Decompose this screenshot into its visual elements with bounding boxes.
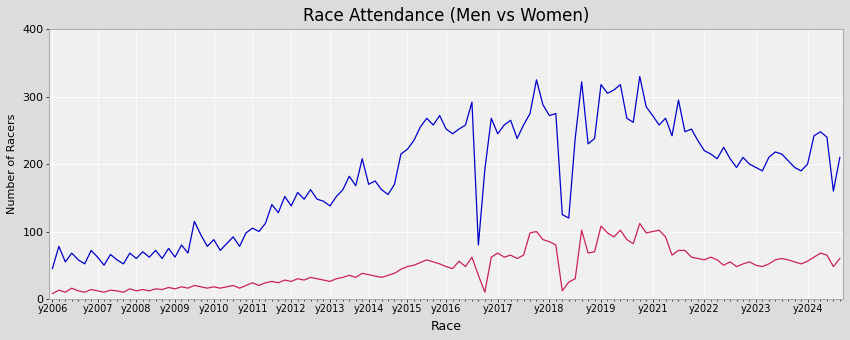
Y-axis label: Number of Racers: Number of Racers [7, 114, 17, 214]
X-axis label: Race: Race [431, 320, 462, 333]
Title: Race Attendance (Men vs Women): Race Attendance (Men vs Women) [303, 7, 589, 25]
